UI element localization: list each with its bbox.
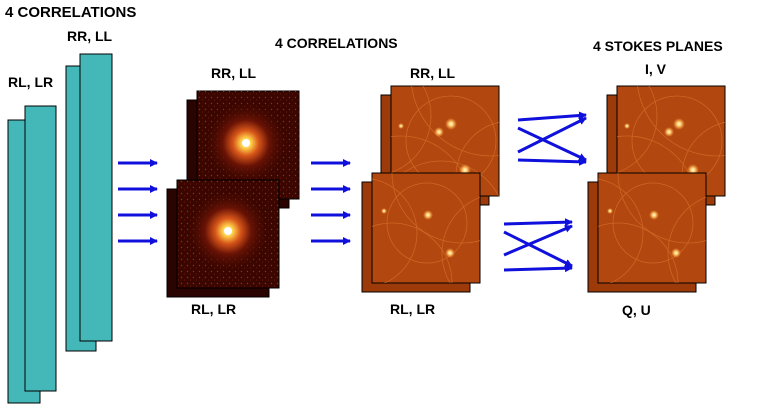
psf-label-rr-ll: RR, LL xyxy=(211,65,257,81)
stokes-label-q-u: Q, U xyxy=(622,302,651,318)
stokes-label-i-v: I, V xyxy=(645,61,667,77)
visibility-label-rl-lr: RL, LR xyxy=(8,74,54,90)
visibility-slab-ll-front xyxy=(79,53,113,342)
psf-stack-rl-lr xyxy=(166,179,280,298)
visibility-label-rr-ll: RR, LL xyxy=(67,28,113,44)
middle-title: 4 CORRELATIONS xyxy=(275,35,398,51)
image-label-rl-lr: RL, LR xyxy=(390,301,436,317)
arrows-vis-to-psf xyxy=(118,159,158,245)
psf-label-rl-lr: RL, LR xyxy=(191,301,237,317)
arrows-psf-to-images xyxy=(311,159,351,245)
arrow xyxy=(517,157,587,166)
arrow xyxy=(517,126,587,162)
image-stack-rl-lr xyxy=(361,172,481,293)
arrows-corr-to-stokes xyxy=(503,111,587,273)
arrow xyxy=(503,218,573,227)
arrow xyxy=(503,230,573,268)
stokes-title: 4 STOKES PLANES xyxy=(593,38,723,54)
visibility-slab-lr-front xyxy=(24,105,57,392)
arrow xyxy=(503,264,573,273)
stokes-stack-q-u xyxy=(587,172,707,293)
arrow xyxy=(517,111,587,122)
arrow xyxy=(517,116,587,154)
image-label-rr-ll: RR, LL xyxy=(410,65,456,81)
arrow xyxy=(503,224,573,257)
top-left-title: 4 CORRELATIONS xyxy=(5,4,137,21)
visibility-slabs xyxy=(7,53,113,404)
